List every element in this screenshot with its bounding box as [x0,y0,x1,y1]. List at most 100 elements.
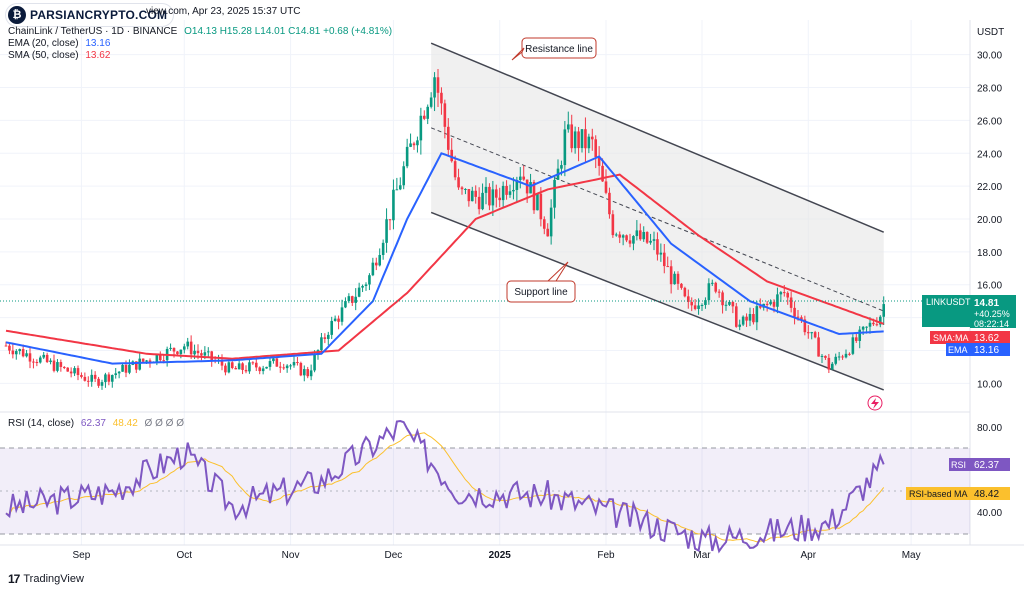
rsi-tick-80: 80.00 [977,423,1002,434]
candle-body [765,303,769,305]
candle-body [645,231,649,243]
candle-body [265,366,268,369]
candle-body [484,186,488,193]
candle-body [470,190,474,202]
candle-body [309,370,313,377]
candle-body [611,214,615,236]
candle-body [467,188,471,202]
candle-body [601,165,604,182]
candle-body [14,351,18,355]
candle-body [18,349,22,352]
candle-body [186,341,190,347]
lightning-icon[interactable] [867,395,883,411]
candle-body [395,189,399,191]
candle-body [786,292,790,298]
candle-body [865,326,868,328]
resistance-callout[interactable]: Resistance line [511,37,597,61]
candle-body [392,189,395,221]
price-tick: 26.00 [977,116,1002,127]
candle-body [443,103,447,127]
rsi-legend-label: RSI (14, close) [8,418,75,429]
candle-body [806,332,810,334]
candle-body [460,187,464,190]
candle-body [673,273,676,285]
candle-body [121,364,124,372]
time-tick: Sep [73,550,91,561]
candle-body [155,354,159,363]
candle-body [464,188,467,190]
price-tick: 28.00 [977,84,1002,95]
candle-body [344,301,347,308]
rsi-badge: RSI 62.37 [949,458,1010,471]
candle-body [710,282,714,284]
candle-body [724,304,728,306]
rsi-legend-value: 62.37 [80,418,106,429]
candle-body [179,349,183,355]
candle-body [416,140,419,146]
candle-body [656,239,659,255]
candle-body [793,307,796,317]
candle-body [745,316,748,321]
tradingview-logo[interactable]: 17 TradingView [8,572,84,586]
ema-legend[interactable]: EMA (20, close) 13.16 [8,38,110,50]
rsi-badge-label: RSI [951,460,966,470]
candle-body [542,219,546,229]
candle-body [868,322,872,327]
candle-body [49,360,52,363]
candle-body [138,358,142,370]
candle-body [8,345,11,351]
candle-body [848,353,851,355]
candle-body [566,124,570,130]
rsi-ma-line[interactable] [5,432,885,543]
candle-body [717,291,721,293]
candle-body [21,349,25,357]
candle-body [539,193,543,220]
candle-body [244,369,248,372]
ema-legend-value: 13.16 [85,38,111,49]
candle-body [700,304,704,306]
candle-body [59,362,63,367]
candle-body [878,316,882,325]
rsi-ma-badge-value: 48.42 [974,489,999,500]
candle-body [402,166,406,186]
candle-body [796,316,800,318]
candle-body [86,380,90,382]
candle-body [758,306,762,308]
candle-body [426,106,430,119]
symbol-title: ChainLink / TetherUS · 1D · BINANCE [8,26,178,37]
ema-20-line[interactable] [5,152,884,365]
candle-body [38,357,42,363]
candle-body [789,297,793,308]
symbol-line[interactable]: ChainLink / TetherUS · 1D · BINANCE O14.… [8,26,392,38]
candle-body [107,374,111,382]
candle-body [560,165,563,169]
sma-legend[interactable]: SMA (50, close) 13.62 [8,50,110,62]
rsi-legend[interactable]: RSI (14, close) 62.37 48.42 Ø Ø Ø Ø [8,418,184,430]
candle-body [686,296,690,302]
candle-body [275,358,279,367]
price-tick: 24.00 [977,149,1002,160]
sma-badge-label: SMA:MA [933,333,969,343]
candle-body [546,228,550,237]
candle-body [254,362,258,368]
sma-50-line[interactable] [5,173,885,360]
candle-body [494,189,498,198]
candle-body [25,353,28,357]
candle-body [446,126,450,150]
support-callout[interactable]: Support line [506,261,576,303]
candle-body [128,364,131,373]
candle-body [683,287,687,297]
candle-body [587,136,591,149]
rsi-line[interactable] [5,419,885,554]
candle-body [56,362,59,371]
candle-body [210,351,214,361]
candle-body [704,300,707,305]
resistance-line[interactable] [430,42,885,233]
candle-body [176,351,179,355]
time-axis[interactable]: Sep Oct Nov Dec 2025 Feb Mar Apr May [73,550,921,561]
candle-body [553,179,556,208]
rsi-ma-badge-label: RSI-based MA [909,489,968,499]
candle-body [817,337,820,357]
candle-body [597,157,601,166]
